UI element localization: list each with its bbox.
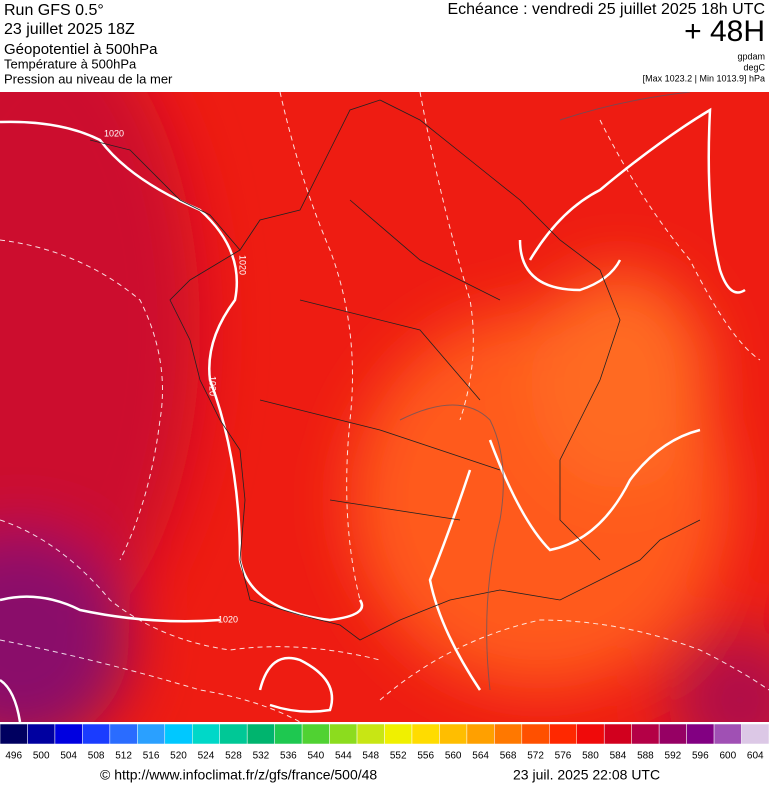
colorbar-swatch: [384, 723, 413, 745]
colorbar-label: 532: [253, 751, 270, 762]
colorbar-swatch: [466, 723, 495, 745]
colorbar-swatch: [164, 723, 193, 745]
colorbar-label: 600: [719, 751, 736, 762]
field: Pression au niveau de la mer: [4, 71, 173, 86]
colorbar-swatch: [0, 723, 28, 745]
colorbar-swatch: [137, 723, 166, 745]
colorbar-swatch: [356, 723, 385, 745]
isobar-label: 1020: [238, 255, 248, 275]
colorbar-label: 560: [445, 751, 462, 762]
colorbar-swatch: [521, 723, 550, 745]
colorbar-label: 576: [555, 751, 572, 762]
colorbar-label: 588: [637, 751, 654, 762]
colorbar-swatch: [54, 723, 83, 745]
colorbar-swatch: [301, 723, 330, 745]
echeance: Echéance : vendredi 25 juillet 2025 18h …: [447, 1, 765, 18]
colorbar-label: 528: [225, 751, 242, 762]
colorbar-swatch: [109, 723, 138, 745]
colorbar-label: 604: [747, 751, 764, 762]
isobar-label: 1020: [208, 376, 218, 396]
field: Géopotentiel à 500hPa: [4, 41, 158, 58]
colorbar-swatch: [603, 723, 632, 745]
isobar-label: 1020: [104, 128, 124, 138]
colorbar-swatch: [631, 723, 660, 745]
isobar-label: 1020: [218, 614, 238, 624]
colorbar: 496 500 504 508 512 516 520 524 528 532 536 540 544 5…: [0, 723, 769, 762]
colorbar-label: 548: [362, 751, 379, 762]
unit: gpdam: [737, 51, 765, 61]
map: 1020 1020 1020 1020: [0, 92, 769, 722]
source-url: © http://www.infoclimat.fr/z/gfs/france/…: [100, 767, 377, 783]
timestamp: 23 juil. 2025 22:08 UTC: [513, 767, 660, 783]
colorbar-label: 524: [198, 751, 215, 762]
colorbar-swatch: [439, 723, 468, 745]
colorbar-swatch: [411, 723, 440, 745]
colorbar-label: 516: [143, 751, 160, 762]
colorbar-label: 580: [582, 751, 599, 762]
colorbar-label: 556: [417, 751, 434, 762]
colorbar-label: 520: [170, 751, 187, 762]
colorbar-swatch: [246, 723, 275, 745]
colorbar-label: 544: [335, 751, 352, 762]
colorbar-swatch: [27, 723, 56, 745]
run: Run GFS 0.5°: [4, 2, 104, 19]
colorbar-label: 504: [60, 751, 77, 762]
run-date: 23 juillet 2025 18Z: [4, 21, 135, 38]
colorbar-swatch: [192, 723, 220, 745]
contours: [399, 92, 691, 691]
colorbar-swatch: [82, 723, 111, 745]
colorbar-swatch: [741, 723, 769, 745]
colorbar-label: 500: [33, 751, 50, 762]
colorbar-label: 596: [692, 751, 709, 762]
colorbar-label: 512: [115, 751, 132, 762]
lead-time: + 48H: [684, 15, 765, 48]
unit: [Max 1023.2 | Min 1013.9] hPa: [643, 73, 765, 83]
colorbar-swatch: [219, 723, 248, 745]
colorbar-label: 568: [500, 751, 517, 762]
colorbar-label: 584: [610, 751, 627, 762]
colorbar-swatch: [658, 723, 687, 745]
colorbar-swatch: [686, 723, 715, 745]
colorbar-label: 552: [390, 751, 407, 762]
field: Température à 500hPa: [4, 56, 137, 71]
colorbar-swatch: [274, 723, 303, 745]
coastline: [89, 99, 701, 641]
colorbar-swatch: [576, 723, 605, 745]
colorbar-label: 572: [527, 751, 544, 762]
colorbar-swatch: [713, 723, 742, 745]
colorbar-swatch: [329, 723, 358, 745]
colorbar-label: 564: [472, 751, 489, 762]
colorbar-label: 536: [280, 751, 297, 762]
colorbar-swatch: [494, 723, 523, 745]
isotherms: [0, 92, 769, 722]
colorbar-label: 540: [307, 751, 324, 762]
colorbar-label: 508: [88, 751, 105, 762]
unit: degC: [743, 62, 765, 72]
colorbar-label: 496: [5, 751, 22, 762]
colorbar-label: 592: [665, 751, 682, 762]
colorbar-swatch: [549, 723, 577, 745]
isobars: [0, 107, 746, 722]
